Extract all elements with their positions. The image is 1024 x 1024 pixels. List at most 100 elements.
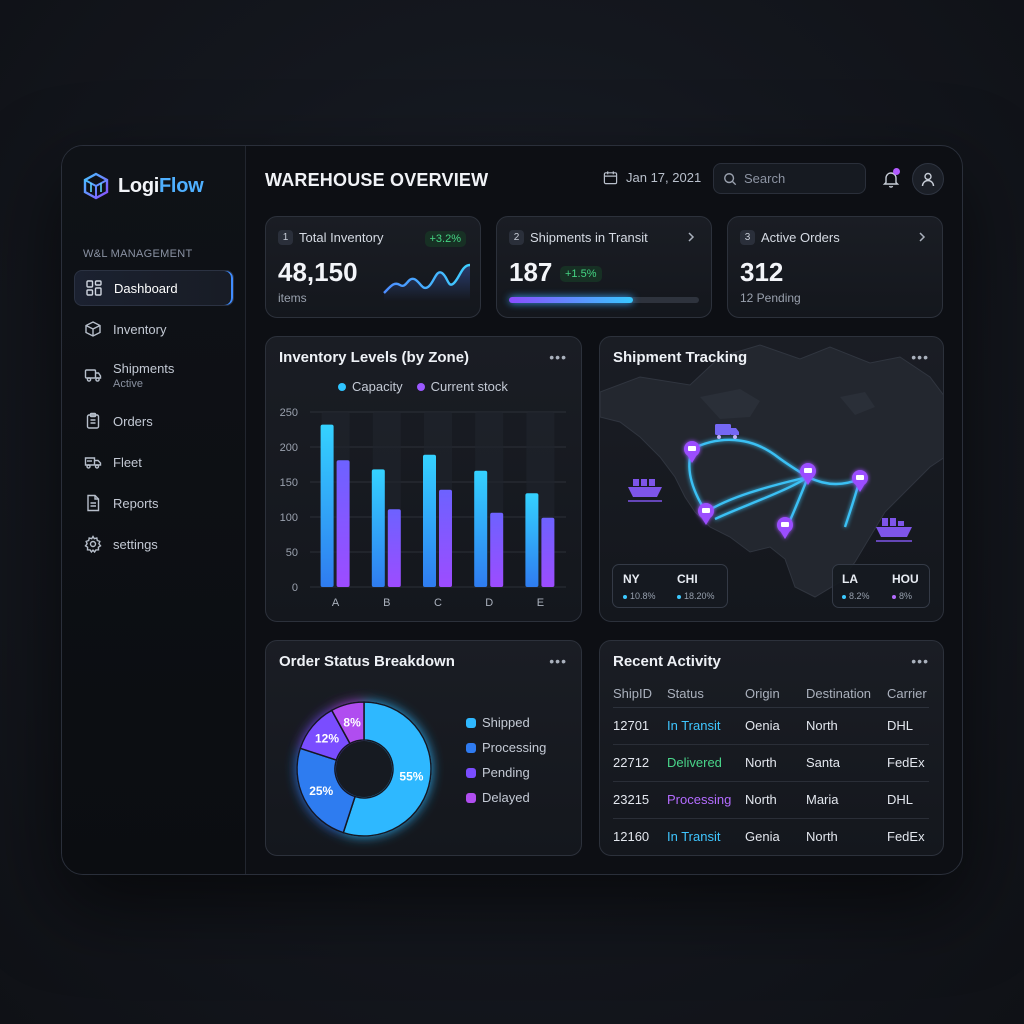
cell-status: Delivered <box>667 744 745 782</box>
shipment-tracking-card: Shipment Tracking ••• NY 10.8% CHI 18.20… <box>599 336 944 622</box>
cell-origin: North <box>745 744 806 782</box>
avatar[interactable] <box>912 163 944 195</box>
sidebar-item-fleet[interactable]: Fleet <box>74 444 234 480</box>
more-options-icon[interactable]: ••• <box>911 653 929 669</box>
column-header[interactable]: Destination <box>806 681 887 708</box>
city-label: NY <box>623 572 640 586</box>
table-row[interactable]: 23215 Processing North Maria DHL <box>613 781 929 819</box>
y-tick-label: 150 <box>280 477 298 489</box>
notification-dot <box>893 168 900 175</box>
table-row[interactable]: 12160 In Transit Genia North FedEx <box>613 818 929 855</box>
truck-icon <box>84 369 102 382</box>
more-options-icon[interactable]: ••• <box>549 349 567 365</box>
bar-capacity[interactable] <box>320 424 334 587</box>
chevron-right-icon[interactable] <box>916 231 928 243</box>
bar-capacity[interactable] <box>525 493 539 587</box>
y-tick-label: 100 <box>280 512 298 524</box>
card-title: Shipment Tracking <box>613 349 748 366</box>
bar-capacity[interactable] <box>371 469 385 587</box>
bar-current-stock[interactable] <box>490 512 504 587</box>
bar-capacity[interactable] <box>423 454 436 587</box>
slice-label: 25% <box>309 784 333 798</box>
location-pins <box>684 441 868 539</box>
clipboard-icon <box>86 412 100 429</box>
cube-logo-icon <box>83 172 109 200</box>
kpi-active-orders[interactable]: 3 Active Orders 312 12 Pending <box>727 216 943 318</box>
ship-marker-icon <box>876 518 912 542</box>
cell-destination: Santa <box>806 744 887 782</box>
shipment-map[interactable] <box>600 337 944 622</box>
sidebar-item-label: settings <box>113 536 158 552</box>
sidebar-item-orders[interactable]: Orders <box>74 403 234 439</box>
column-header[interactable]: Origin <box>745 681 806 708</box>
card-title: Recent Activity <box>613 653 721 670</box>
city-label: HOU <box>892 572 919 586</box>
more-options-icon[interactable]: ••• <box>911 349 929 365</box>
column-header[interactable]: Carrier <box>887 681 929 708</box>
kpi-sublabel: items <box>278 291 307 305</box>
city-label: CHI <box>677 572 698 586</box>
more-options-icon[interactable]: ••• <box>549 653 567 669</box>
chevron-right-icon[interactable] <box>685 231 697 243</box>
kpi-total-inventory[interactable]: 1 Total Inventory +3.2% 48,150 items <box>265 216 481 318</box>
kpi-index: 1 <box>278 230 293 245</box>
box-icon <box>85 321 101 337</box>
city-stats-right: LA 8.2% HOU 8% <box>832 564 930 608</box>
legend-label: Delayed <box>482 790 530 805</box>
city-percent: 18.20% <box>677 591 715 601</box>
legend-label: Processing <box>482 740 547 755</box>
donut-hole <box>336 741 392 797</box>
legend-item: Pending <box>466 765 546 780</box>
sidebar-item-inventory[interactable]: Inventory <box>74 311 234 347</box>
chart-legend: Capacity Current stock <box>338 379 508 394</box>
cell-shipid: 22712 <box>613 744 667 782</box>
donut-slice-delayed[interactable] <box>330 701 365 745</box>
cell-shipid: 12701 <box>613 707 667 745</box>
column-header[interactable]: Status <box>667 681 745 708</box>
kpi-shipments-in-transit[interactable]: 2 Shipments in Transit 187 +1.5% <box>496 216 712 318</box>
bar-current-stock[interactable] <box>541 517 555 587</box>
sidebar-item-shipments[interactable]: Shipments Active <box>74 352 234 398</box>
sidebar-item-sublabel: Active <box>113 377 143 390</box>
legend-item: Capacity <box>338 379 403 394</box>
cell-shipid: 23215 <box>613 781 667 819</box>
table-row[interactable]: 12701 In Transit Oenia North DHL <box>613 707 929 745</box>
date-picker[interactable]: Jan 17, 2021 <box>603 170 701 185</box>
legend-label: Capacity <box>352 379 403 394</box>
kpi-index: 2 <box>509 230 524 245</box>
legend-label: Current stock <box>430 379 508 394</box>
donut-slice-shipped[interactable] <box>342 701 432 837</box>
brand-logo[interactable]: LogiFlow <box>82 172 204 200</box>
legend-item: Delayed <box>466 790 546 805</box>
north-america-landmass <box>600 344 943 598</box>
table-row[interactable]: 22712 Delivered North Santa FedEx <box>613 744 929 782</box>
cell-destination: North <box>806 707 887 745</box>
cell-shipid: 12160 <box>613 829 650 845</box>
city-label: LA <box>842 572 858 586</box>
donut-slice-processing[interactable] <box>296 747 356 834</box>
bar-current-stock[interactable] <box>387 509 401 587</box>
kpi-value: 48,150 <box>278 257 358 287</box>
sidebar-item-dashboard[interactable]: Dashboard <box>74 270 234 306</box>
search-input[interactable] <box>744 171 854 186</box>
card-title: Order Status Breakdown <box>279 653 455 670</box>
bar-current-stock[interactable] <box>336 460 350 587</box>
section-label: W&L MANAGEMENT <box>83 248 193 260</box>
activity-table: ShipID Status Origin Destination Carrier… <box>613 681 929 855</box>
column-header[interactable]: ShipID <box>613 681 667 708</box>
table-header-row: ShipID Status Origin Destination Carrier <box>613 681 929 708</box>
card-title: Inventory Levels (by Zone) <box>279 349 470 366</box>
sidebar-item-settings[interactable]: settings <box>74 526 234 562</box>
search-box[interactable] <box>713 163 866 194</box>
report-icon <box>87 494 100 512</box>
legend-label: Pending <box>482 765 530 780</box>
main-content: WAREHOUSE OVERVIEW Jan 17, 2021 1 <box>247 146 962 874</box>
bar-capacity[interactable] <box>474 470 488 587</box>
progress-fill <box>509 297 633 303</box>
kpi-label: Active Orders <box>761 230 840 245</box>
city-percent: 10.8% <box>623 591 656 601</box>
cell-destination: Maria <box>806 781 887 819</box>
y-tick-label: 0 <box>292 582 298 594</box>
sidebar-item-reports[interactable]: Reports <box>74 485 234 521</box>
bar-current-stock[interactable] <box>439 489 452 587</box>
